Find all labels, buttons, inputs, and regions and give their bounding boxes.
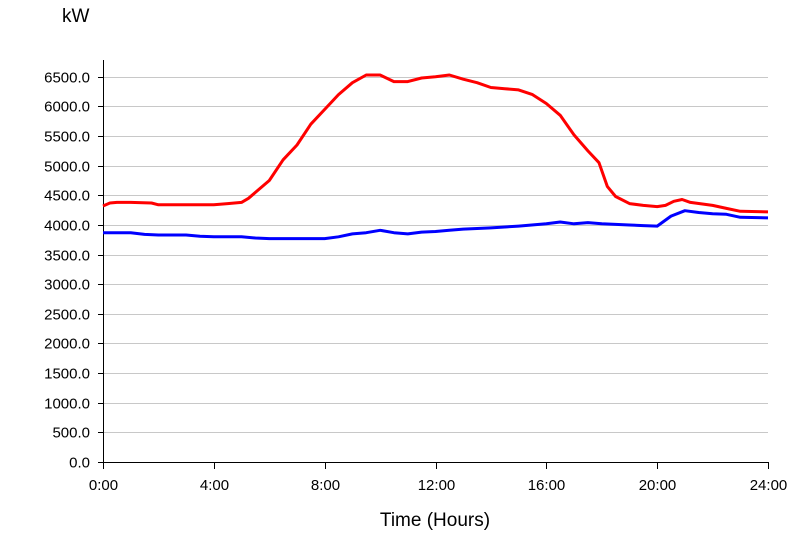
series-lines <box>102 73 769 241</box>
x-tick-label: 16:00 <box>528 477 566 494</box>
y-tick-label: 6500.0 <box>44 70 90 87</box>
x-tick-label: 20:00 <box>639 477 677 494</box>
x-tick-label: 24:00 <box>750 477 788 494</box>
y-tick-label: 6000.0 <box>44 99 90 116</box>
y-axis-label: kW <box>62 6 90 27</box>
y-tick-label: 2500.0 <box>44 307 90 324</box>
y-tick-label: 1500.0 <box>44 366 90 383</box>
axes <box>98 60 769 469</box>
series-line-1 <box>102 73 769 214</box>
y-tick-label: 0.0 <box>69 455 90 472</box>
y-tick-label: 3000.0 <box>44 277 90 294</box>
x-tick-label: 4:00 <box>200 477 229 494</box>
x-tick-label: 12:00 <box>418 477 456 494</box>
y-tick-label: 4500.0 <box>44 188 90 205</box>
x-axis-label: Time (Hours) <box>379 510 491 531</box>
y-tick-label: 5500.0 <box>44 129 90 146</box>
y-tick-label: 4000.0 <box>44 218 90 235</box>
x-tick-label: 0:00 <box>89 477 118 494</box>
y-tick-label: 5000.0 <box>44 159 90 176</box>
x-tick-label: 8:00 <box>311 477 340 494</box>
y-tick-label: 500.0 <box>52 425 90 442</box>
y-tick-label: 3500.0 <box>44 248 90 265</box>
x-tick-labels: 0:00 4:00 8:00 12:00 16:00 20:00 24:00 <box>89 477 787 494</box>
y-tick-label: 1000.0 <box>44 396 90 413</box>
grid-lines <box>103 77 768 433</box>
y-tick-labels: 0.0 500.0 1000.0 1500.0 2000.0 2500.0 3000.0 35… <box>44 70 90 472</box>
series-line-2 <box>103 209 769 241</box>
y-tick-label: 2000.0 <box>44 336 90 353</box>
